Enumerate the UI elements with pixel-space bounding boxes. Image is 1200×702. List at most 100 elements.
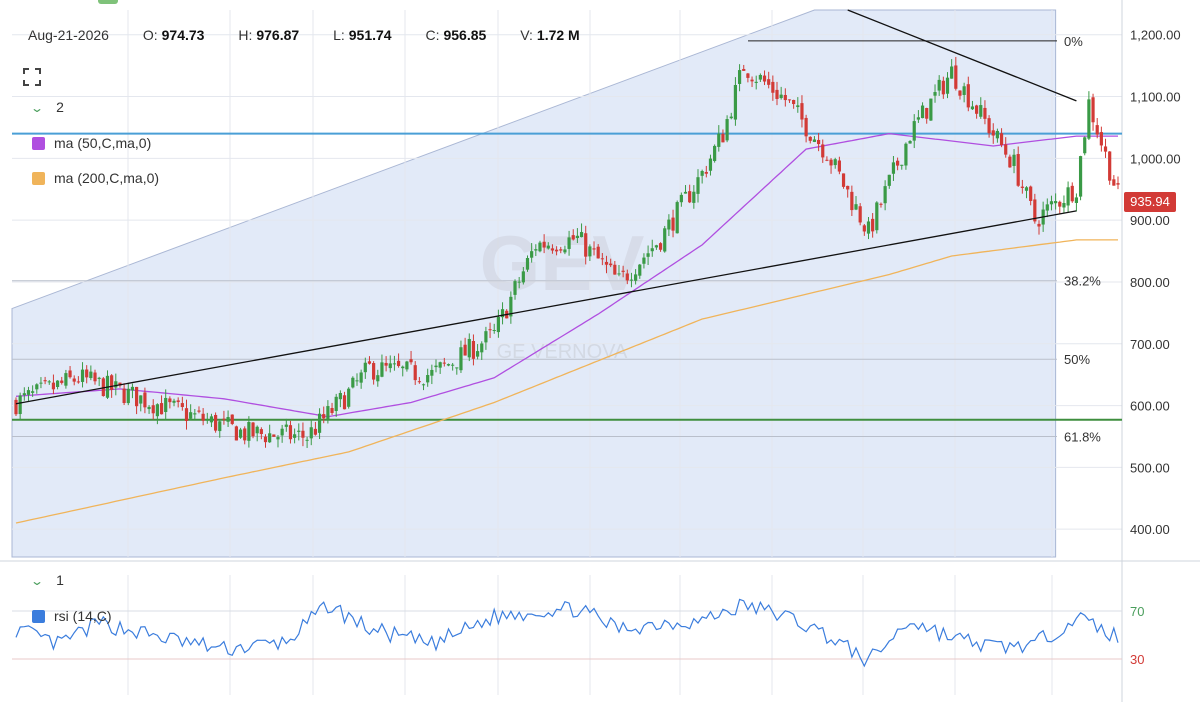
candle bbox=[1087, 91, 1091, 141]
candle-body bbox=[338, 392, 342, 400]
rsi-pane[interactable]: 70 30 bbox=[12, 598, 1144, 668]
candle-body bbox=[330, 407, 334, 413]
candle-body bbox=[821, 144, 825, 158]
ma200-swatch bbox=[32, 171, 45, 185]
candle-body bbox=[584, 233, 588, 257]
candle bbox=[800, 95, 804, 128]
candle-body bbox=[459, 347, 463, 371]
price-tick-label: 1,200.00 bbox=[1130, 28, 1181, 43]
candle-body bbox=[746, 73, 750, 78]
candle bbox=[941, 76, 945, 99]
candle bbox=[1108, 151, 1112, 185]
expand-icon[interactable] bbox=[23, 68, 41, 86]
candle bbox=[854, 196, 858, 211]
candle bbox=[338, 390, 342, 408]
candle bbox=[891, 155, 896, 181]
legend-rsi[interactable]: rsi (14,C) bbox=[32, 608, 112, 624]
candle bbox=[983, 100, 987, 125]
candle-body bbox=[663, 228, 667, 252]
candle-body bbox=[234, 426, 238, 441]
candle-body bbox=[255, 426, 259, 434]
candle bbox=[130, 383, 135, 399]
candle bbox=[496, 309, 500, 338]
candle-body bbox=[725, 119, 729, 141]
candle-body bbox=[184, 408, 189, 421]
candle-body bbox=[762, 75, 767, 82]
rsi-line bbox=[15, 598, 1119, 668]
legend-ma50[interactable]: ma (50,C,ma,0) bbox=[32, 135, 151, 151]
fib-label: 50% bbox=[1064, 352, 1090, 367]
candle bbox=[958, 90, 962, 100]
candle bbox=[492, 323, 496, 334]
price-tick-label: 600.00 bbox=[1130, 399, 1170, 414]
candle bbox=[172, 398, 176, 407]
candle bbox=[97, 376, 101, 387]
candle bbox=[617, 264, 621, 277]
candle-body bbox=[550, 248, 555, 251]
moving-averages bbox=[15, 132, 1118, 524]
candle-body bbox=[713, 145, 717, 162]
candle bbox=[775, 81, 779, 106]
candle bbox=[413, 361, 417, 385]
candle bbox=[658, 242, 663, 252]
candle-body bbox=[317, 413, 322, 433]
price-axis[interactable]: 1,200.00 1,100.00 1,000.00 900.00 800.00 700.… bbox=[1130, 28, 1181, 537]
rsi-label: rsi (14,C) bbox=[54, 608, 112, 624]
candle bbox=[392, 355, 397, 371]
candle bbox=[1062, 195, 1066, 214]
candle bbox=[654, 244, 659, 250]
candle-body bbox=[1095, 125, 1099, 135]
candle bbox=[879, 202, 883, 208]
candle-body bbox=[846, 185, 850, 190]
close-label: C: bbox=[425, 27, 440, 43]
main-indicator-count: 2 bbox=[56, 99, 64, 115]
candle bbox=[380, 354, 384, 378]
candle-body bbox=[887, 174, 891, 186]
candle bbox=[609, 258, 613, 268]
candle bbox=[409, 350, 413, 365]
fib-label: 0% bbox=[1064, 34, 1083, 49]
candle-body bbox=[975, 105, 979, 114]
candle bbox=[126, 382, 130, 406]
candle bbox=[47, 380, 51, 385]
candle-body bbox=[937, 79, 941, 91]
price-tick-label: 800.00 bbox=[1130, 275, 1170, 290]
candle bbox=[929, 98, 933, 121]
candle-body bbox=[51, 382, 56, 390]
candle-body bbox=[334, 396, 338, 411]
candle-body bbox=[567, 237, 571, 249]
rsi-indicator-count: 1 bbox=[56, 572, 64, 588]
candle bbox=[821, 139, 825, 163]
main-indicator-toggle[interactable]: ⌄ 2 bbox=[30, 99, 64, 115]
rsi-indicator-toggle[interactable]: ⌄ 1 bbox=[30, 572, 64, 588]
candle-body bbox=[796, 105, 800, 108]
candle-body bbox=[243, 428, 247, 441]
candle-body bbox=[854, 204, 858, 210]
legend-ma200[interactable]: ma (200,C,ma,0) bbox=[32, 170, 159, 186]
candle bbox=[1099, 126, 1103, 152]
candle-body bbox=[634, 274, 638, 281]
candle bbox=[396, 353, 401, 368]
candle-body bbox=[879, 203, 883, 205]
candle bbox=[351, 376, 355, 389]
candle-body bbox=[658, 243, 663, 250]
trendlines[interactable] bbox=[15, 9, 1077, 405]
candle bbox=[139, 395, 143, 412]
candle-body bbox=[588, 246, 592, 257]
close-value: 956.85 bbox=[443, 27, 487, 43]
candle-body bbox=[596, 246, 600, 259]
candle-body bbox=[999, 133, 1004, 146]
candle-body bbox=[205, 419, 209, 421]
candle-body bbox=[575, 235, 579, 239]
candle bbox=[222, 410, 226, 425]
candle-body bbox=[309, 427, 313, 439]
candle bbox=[733, 77, 738, 126]
candle-body bbox=[76, 381, 80, 383]
candle-body bbox=[22, 393, 26, 396]
candle bbox=[467, 333, 471, 362]
candle-body bbox=[214, 414, 218, 431]
candle bbox=[451, 362, 455, 371]
candle bbox=[376, 369, 380, 387]
candle bbox=[309, 418, 313, 446]
